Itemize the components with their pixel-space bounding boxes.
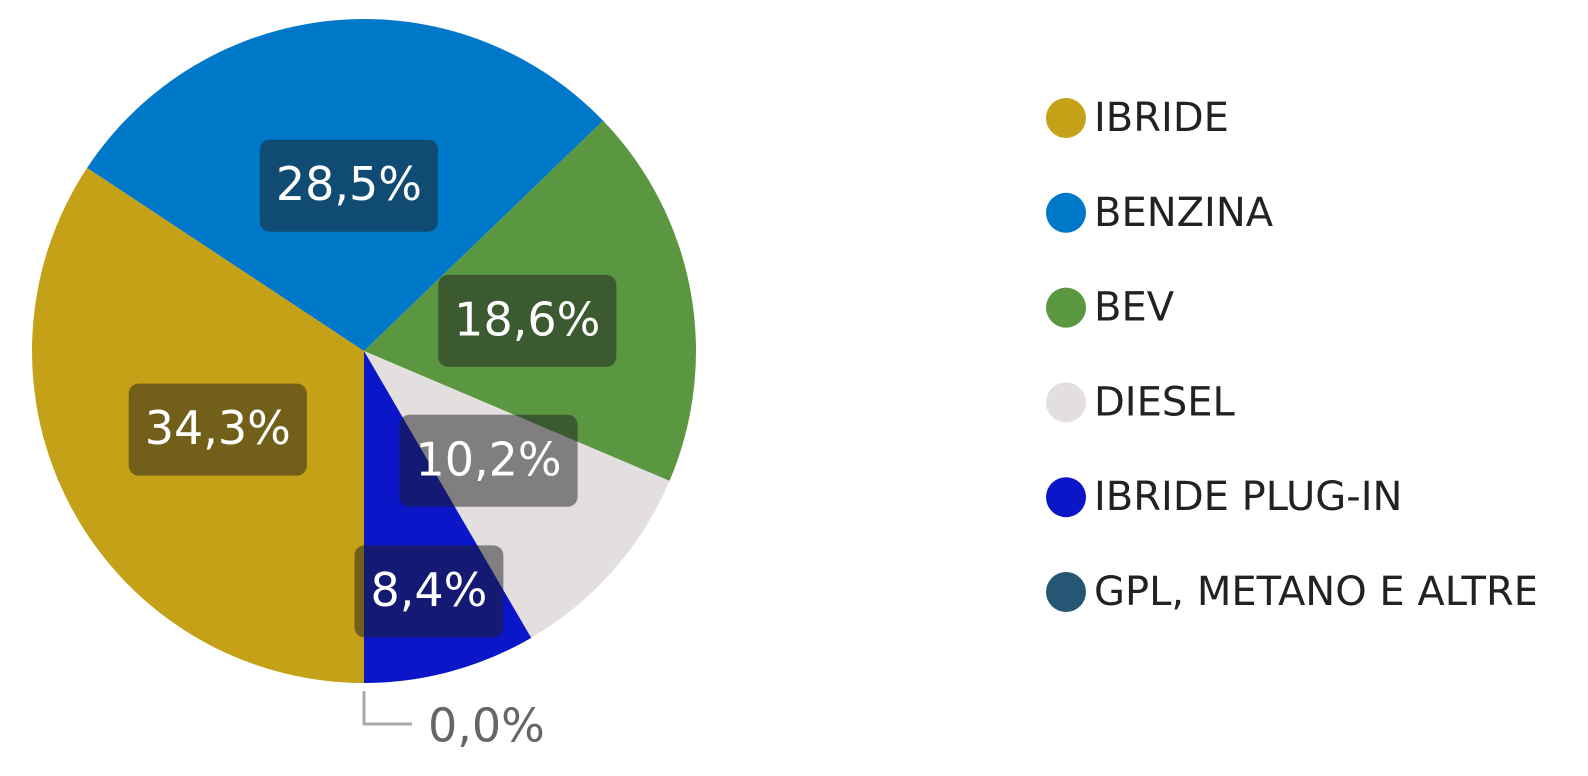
legend-label: GPL, METANO E ALTRE: [1094, 569, 1539, 615]
data-label: 34,3%: [145, 401, 291, 455]
legend-marker: [1046, 287, 1086, 328]
legend-marker: [1046, 477, 1086, 518]
legend-label: DIESEL: [1094, 379, 1236, 425]
legend-marker: [1046, 382, 1086, 423]
data-label-box: [259, 139, 438, 232]
data-label: 18,6%: [454, 292, 600, 346]
legend-label: IBRIDE PLUG-IN: [1094, 474, 1402, 520]
slice-labels: 34,3% 28,5% 18,6% 10,2% 8,4% 0,0%: [128, 139, 617, 753]
legend: IBRIDE BENZINA BEV DIESEL IBRIDE PLUG-IN GPL,…: [1046, 95, 1539, 615]
data-label: 8,4%: [371, 563, 488, 617]
leader-line: [362, 691, 412, 726]
data-label: 10,2%: [415, 432, 561, 486]
data-label-box: [354, 545, 504, 638]
legend-marker: [1046, 572, 1086, 612]
data-label: 0,0%: [428, 699, 545, 753]
data-label-box: [128, 383, 307, 476]
legend-marker: [1046, 192, 1086, 233]
data-label-box: [399, 414, 578, 507]
legend-label: BEV: [1094, 285, 1175, 331]
data-label-box: [438, 274, 617, 367]
data-label: 28,5%: [276, 157, 422, 211]
legend-label: IBRIDE: [1094, 95, 1229, 141]
legend-marker: [1046, 98, 1086, 138]
legend-label: BENZINA: [1094, 190, 1274, 236]
